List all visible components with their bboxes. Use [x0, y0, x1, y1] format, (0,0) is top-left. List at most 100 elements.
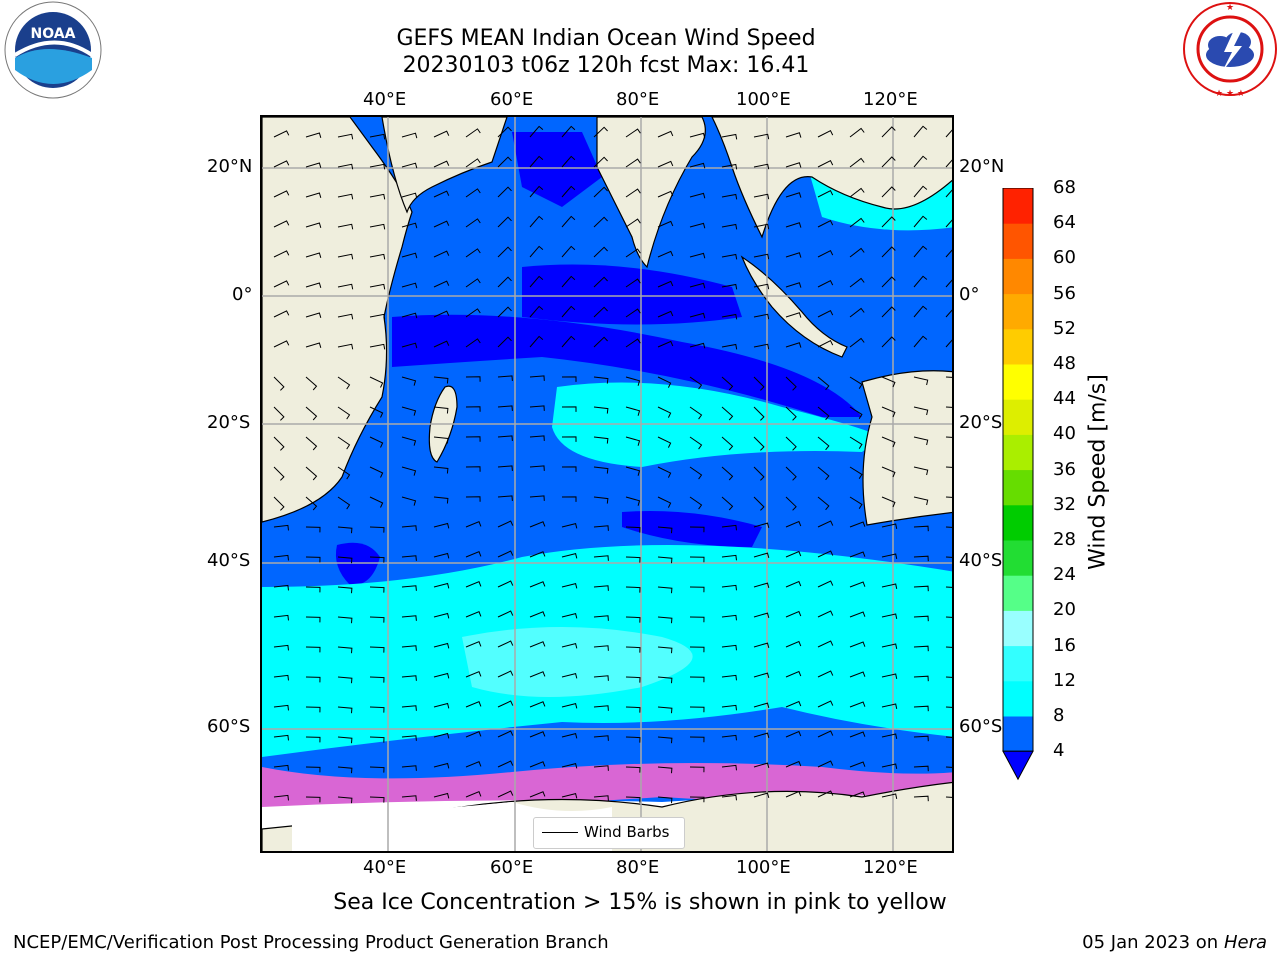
wind-barb	[753, 223, 770, 230]
wind-barb	[849, 337, 865, 348]
wind-barb	[561, 522, 578, 529]
wind-barb	[305, 192, 322, 198]
wind-barb	[305, 376, 318, 391]
wind-barb	[817, 406, 830, 421]
wind-barb	[817, 190, 834, 198]
colorbar-tick-label: 60	[1053, 247, 1076, 269]
wind-barb	[561, 466, 577, 472]
wind-barb	[337, 766, 353, 774]
wind-barb	[945, 219, 952, 228]
wind-barb	[657, 526, 673, 534]
wind-barb	[881, 613, 898, 619]
wind-barb	[561, 496, 577, 502]
wind-barbs	[273, 125, 952, 804]
wind-barb	[561, 792, 578, 799]
wind-barb	[849, 127, 865, 138]
wind-barb	[625, 766, 641, 773]
wind-barb	[337, 496, 351, 510]
wind-barb	[913, 615, 929, 622]
wind-barb	[625, 646, 641, 653]
wind-barb	[721, 466, 734, 481]
wind-barb	[561, 155, 576, 168]
wind-barb	[881, 583, 898, 589]
wind-barb	[529, 551, 546, 558]
wind-barb	[721, 794, 737, 801]
wind-barb	[401, 705, 417, 711]
wind-barb	[401, 282, 418, 289]
india-land	[596, 117, 706, 269]
wind-barb	[593, 645, 609, 651]
sumatra-land	[740, 255, 848, 358]
wind-barb	[593, 376, 609, 384]
wind-barb	[401, 222, 418, 229]
wind-barb	[305, 766, 321, 773]
wind-barb	[689, 736, 705, 743]
map-legend: Wind Barbs	[533, 817, 685, 849]
wind-barb	[369, 586, 385, 593]
wind-barb	[369, 766, 385, 773]
wind-barb	[305, 252, 322, 258]
wind-barb	[465, 406, 481, 412]
wind-barb	[561, 702, 578, 709]
wind-barb	[625, 466, 641, 476]
lat-tick-right: 20°S	[959, 412, 1003, 433]
wind-barb	[913, 735, 929, 742]
wind-barb	[945, 249, 952, 258]
wind-barb	[593, 496, 609, 504]
wind-barb	[817, 670, 834, 678]
wind-barb	[785, 610, 802, 618]
wind-barb	[753, 522, 770, 529]
wind-barb	[785, 640, 802, 648]
wind-barb	[369, 283, 386, 290]
wind-barb	[753, 466, 765, 481]
wind-barb	[465, 248, 481, 258]
wind-barb	[497, 126, 512, 138]
wind-barb	[529, 731, 546, 738]
wind-barb	[721, 133, 738, 140]
wind-barb	[721, 406, 734, 421]
wind-barb	[945, 309, 952, 318]
wind-barb	[465, 611, 482, 618]
wind-barb	[433, 220, 450, 228]
wind-barb	[881, 216, 896, 228]
wind-barb	[849, 641, 866, 648]
colorbar-tick-label: 8	[1053, 705, 1065, 726]
wind-barb	[497, 495, 513, 501]
wind-barb	[305, 342, 322, 348]
wind-barb	[337, 223, 354, 230]
wind-barb	[369, 163, 386, 170]
wind-barb	[497, 216, 512, 228]
sea-ice-note: Sea Ice Concentration > 15% is shown in …	[333, 890, 947, 915]
wind-barb	[625, 376, 641, 386]
wind-barb	[561, 305, 576, 318]
wind-barb	[369, 466, 384, 478]
wind-barb	[657, 436, 672, 448]
wind-barb	[561, 552, 578, 559]
wind-barb	[561, 732, 578, 739]
wind-barb	[433, 250, 450, 258]
wind-barb	[433, 376, 449, 384]
wind-barb	[497, 336, 512, 348]
wind-barb	[689, 556, 705, 563]
wind-barb	[273, 524, 289, 531]
wind-barb	[625, 406, 641, 416]
wind-barb	[849, 731, 866, 738]
wind-barb	[465, 158, 481, 168]
wind-barb	[401, 675, 417, 681]
wind-barb	[529, 701, 546, 708]
wind-barb	[529, 405, 545, 411]
wind-barb	[497, 790, 514, 798]
wind-barb	[529, 275, 544, 288]
wind-barb	[401, 466, 417, 476]
wind-barb	[305, 586, 321, 593]
wind-barb	[689, 586, 705, 593]
wind-barb	[881, 156, 896, 168]
wind-barb	[689, 496, 703, 510]
wind-barb	[593, 436, 609, 444]
wind-barb	[401, 615, 417, 621]
wind-barb	[913, 555, 929, 562]
wind-barb	[817, 580, 834, 588]
wind-barb	[721, 764, 737, 771]
lon-tick-bottom: 40°E	[363, 857, 407, 878]
wind-barb	[337, 526, 353, 534]
